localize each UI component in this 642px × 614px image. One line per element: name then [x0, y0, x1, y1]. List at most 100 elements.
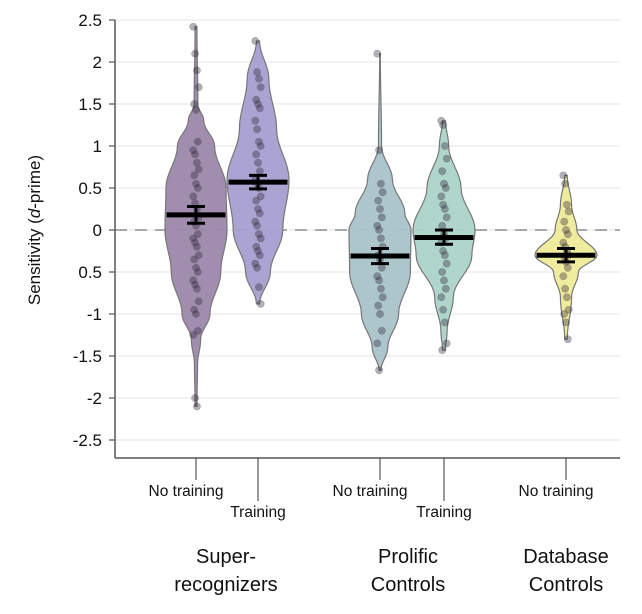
x-tick-label: Training [416, 504, 471, 521]
data-point [193, 184, 202, 192]
group-label: Prolific [378, 546, 438, 568]
data-point [252, 196, 261, 205]
data-point [442, 154, 451, 163]
data-point [190, 305, 199, 314]
data-point [191, 150, 199, 159]
data-point [376, 205, 384, 213]
violin-1 [226, 37, 290, 308]
data-point [194, 165, 203, 174]
data-point [375, 366, 383, 375]
data-point [374, 196, 383, 205]
violins [164, 22, 598, 411]
data-point [194, 297, 203, 306]
data-point [254, 205, 262, 213]
data-point [192, 263, 200, 272]
y-tick-label: 0 [93, 221, 102, 240]
data-point [194, 251, 203, 260]
violin-0 [164, 22, 228, 411]
data-point [561, 179, 569, 188]
data-point [560, 217, 569, 226]
data-point [255, 104, 264, 113]
data-point [440, 251, 449, 260]
data-point [254, 283, 263, 292]
data-point [193, 268, 202, 276]
data-point [442, 339, 451, 348]
data-point [192, 105, 200, 114]
data-point [376, 310, 384, 318]
data-point [374, 301, 383, 310]
data-point [251, 217, 260, 226]
data-point [373, 49, 382, 58]
data-point [438, 346, 447, 355]
data-point [378, 293, 387, 302]
data-point [375, 276, 383, 285]
data-point [256, 234, 265, 243]
data-point [564, 207, 573, 216]
data-point [189, 276, 198, 285]
data-point [562, 226, 570, 234]
data-point [254, 230, 263, 239]
data-point [559, 238, 568, 247]
data-point [437, 192, 446, 201]
y-tick-label: 2 [93, 53, 102, 72]
data-point [252, 95, 261, 104]
data-point [440, 179, 448, 188]
data-point [563, 335, 572, 344]
data-point [440, 276, 448, 285]
data-point [192, 402, 201, 411]
data-point [438, 221, 447, 230]
y-tick-label: 1 [93, 137, 102, 156]
data-point [376, 179, 385, 188]
data-point [373, 221, 382, 230]
data-point [256, 83, 265, 92]
y-tick-label: 1.5 [78, 95, 102, 114]
violin-3 [412, 116, 476, 355]
data-point [439, 200, 447, 209]
data-point [192, 179, 200, 188]
data-point [254, 247, 262, 255]
data-point [440, 142, 449, 150]
data-point [192, 242, 201, 251]
data-point [189, 192, 198, 201]
violin-2 [348, 49, 412, 375]
data-point [251, 116, 260, 125]
data-point [192, 284, 201, 293]
y-tick-label: -2.5 [73, 431, 102, 450]
data-point [254, 100, 262, 108]
data-point [254, 137, 263, 146]
y-tick-label: -2 [87, 389, 102, 408]
data-point [189, 22, 198, 31]
data-point [254, 158, 262, 167]
data-point [191, 238, 199, 247]
data-point [194, 83, 203, 92]
violin-body [226, 40, 290, 305]
data-point [376, 284, 385, 293]
data-point [439, 305, 447, 314]
data-point [440, 318, 449, 327]
data-point [189, 234, 198, 243]
group-label: Controls [529, 574, 603, 596]
data-point [441, 284, 450, 293]
data-point [256, 192, 265, 201]
data-point [437, 116, 446, 125]
y-tick-label: 2.5 [78, 11, 102, 30]
data-point [190, 255, 199, 264]
y-tick-label: -1.5 [73, 347, 102, 366]
data-point [191, 49, 199, 58]
data-point [377, 326, 386, 335]
data-point [561, 284, 569, 293]
data-point [193, 326, 202, 335]
violin-4 [534, 171, 598, 344]
data-point [559, 272, 568, 281]
data-point [563, 200, 571, 209]
data-point [255, 167, 264, 176]
y-tick-label: 0.5 [78, 263, 102, 282]
data-point [564, 305, 573, 314]
data-point [192, 310, 200, 318]
data-point [252, 242, 261, 251]
data-point [190, 100, 199, 108]
group-label: recognizers [174, 574, 277, 596]
data-point [193, 230, 202, 239]
axes: 2.5 2 1.5 1 0.5 0 0.5 -1 -1.5 -2 -2.5 No training Tr… [73, 11, 620, 596]
data-point [562, 318, 570, 327]
